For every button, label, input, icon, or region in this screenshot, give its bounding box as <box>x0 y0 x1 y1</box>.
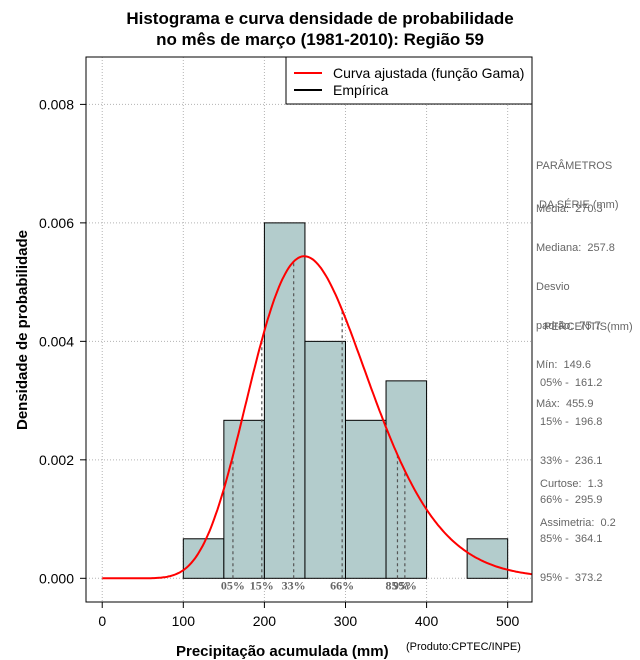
percentile-label: 85% <box>385 578 409 592</box>
percentile-85: 85% - 364.1 <box>540 533 603 545</box>
histogram-bar <box>344 419 387 579</box>
param-mean: Média: 270.3 <box>536 203 603 215</box>
params-heading-line1: PARÂMETROS <box>536 160 613 172</box>
legend-curve-label: Curva ajustada (função Gama) <box>333 65 524 81</box>
percentile-label: 15% <box>250 578 274 592</box>
percentis-list: 05% - 161.2 15% - 196.8 33% - 236.1 66% … <box>540 351 602 598</box>
y-tick-label: 0.006 <box>39 215 74 231</box>
param-min: Mín: 149.6 <box>536 359 592 371</box>
percentile-label: 66% <box>330 578 354 592</box>
params-heading: PARÂMETROS DA SÉRIE (mm) <box>536 134 619 225</box>
y-axis-label: Densidade de probabilidade <box>14 230 31 430</box>
y-tick-label: 0.000 <box>39 570 74 586</box>
percentile-33: 33% - 236.1 <box>540 455 603 467</box>
x-axis-label: Precipitação acumulada (mm) <box>176 643 389 660</box>
x-tick-label: 0 <box>98 613 106 629</box>
stat-skewness: Assimetria: 0.2 <box>540 517 616 529</box>
percentile-15: 15% - 196.8 <box>540 416 603 428</box>
param-max: Máx: 455.9 <box>536 398 594 410</box>
stats-list: Curtose: 1.3 Assimetria: 0.2 <box>540 452 616 543</box>
x-tick-label: 200 <box>253 613 277 629</box>
stat-kurtosis: Curtose: 1.3 <box>540 478 603 490</box>
chart-title-line1: Histograma e curva densidade de probabil… <box>126 9 514 28</box>
gamma-fit-curve <box>102 255 533 580</box>
histogram-bar <box>385 380 428 579</box>
x-tick-label: 100 <box>172 613 196 629</box>
legend-box <box>285 56 533 105</box>
legend-empirical-label: Empírica <box>333 82 388 98</box>
params-list: Média: 270.3 Mediana: 257.8 Desvio padrã… <box>536 177 615 424</box>
histogram-bar <box>304 340 346 579</box>
histogram-bar <box>466 538 509 579</box>
param-median: Mediana: 257.8 <box>536 242 615 254</box>
x-tick-label: 500 <box>496 613 520 629</box>
histogram-bar <box>223 419 265 579</box>
param-stddev-label: Desvio <box>536 281 570 293</box>
param-stddev: padrão: 75.7 <box>536 320 601 332</box>
y-tick-label: 0.002 <box>39 452 74 468</box>
y-tick-label: 0.004 <box>39 333 74 349</box>
params-heading-line2: DA SÉRIE (mm) <box>536 199 619 211</box>
percentile-95: 95% - 373.2 <box>540 572 603 584</box>
percentile-66: 66% - 295.9 <box>540 494 603 506</box>
percentile-05: 05% - 161.2 <box>540 377 603 389</box>
percentis-heading: PERCENTIS(mm) <box>544 321 633 333</box>
percentile-label: 05% <box>221 578 245 592</box>
chart-title-line2: no mês de março (1981-2010): Região 59 <box>156 30 484 49</box>
legend: Curva ajustada (função Gama) Empírica <box>285 56 533 105</box>
x-tick-label: 300 <box>334 613 358 629</box>
product-credit: (Produto:CPTEC/INPE) <box>406 641 521 653</box>
y-tick-label: 0.008 <box>39 96 74 112</box>
percentile-label: 95% <box>393 578 417 592</box>
x-tick-label: 400 <box>415 613 439 629</box>
percentile-label: 33% <box>282 578 306 592</box>
histogram-bar <box>263 222 306 579</box>
